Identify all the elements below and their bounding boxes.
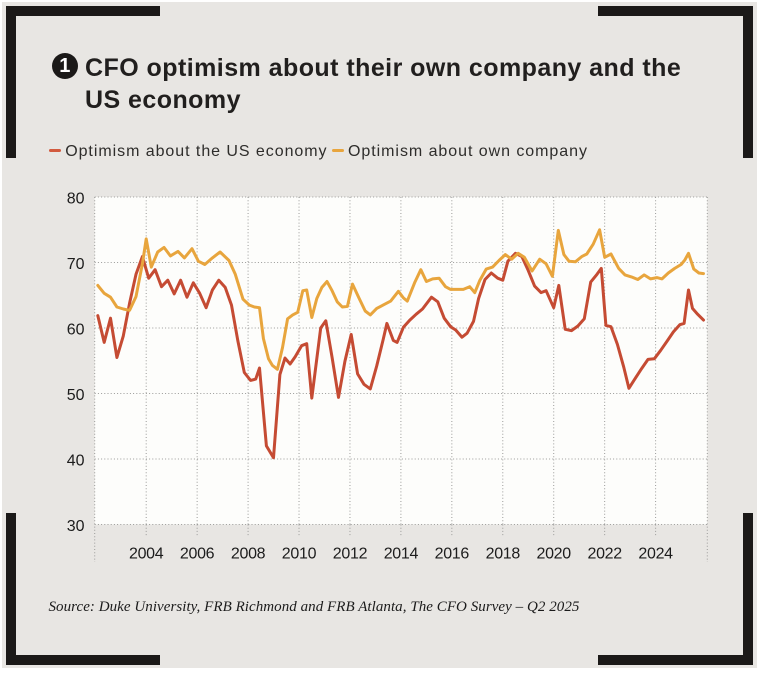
svg-text:2018: 2018 <box>486 545 521 562</box>
svg-text:2024: 2024 <box>638 545 673 562</box>
svg-text:70: 70 <box>67 256 85 273</box>
svg-text:2008: 2008 <box>231 545 266 562</box>
svg-text:2010: 2010 <box>282 545 317 562</box>
svg-text:2016: 2016 <box>435 545 470 562</box>
svg-text:2004: 2004 <box>129 545 164 562</box>
svg-text:2012: 2012 <box>333 545 368 562</box>
svg-text:2022: 2022 <box>587 545 622 562</box>
svg-text:30: 30 <box>67 518 85 535</box>
svg-text:50: 50 <box>67 387 85 404</box>
svg-text:2020: 2020 <box>536 545 571 562</box>
svg-text:60: 60 <box>67 322 85 339</box>
svg-text:80: 80 <box>67 191 85 208</box>
svg-text:2006: 2006 <box>180 545 215 562</box>
svg-text:40: 40 <box>67 453 85 470</box>
svg-text:2014: 2014 <box>384 545 419 562</box>
